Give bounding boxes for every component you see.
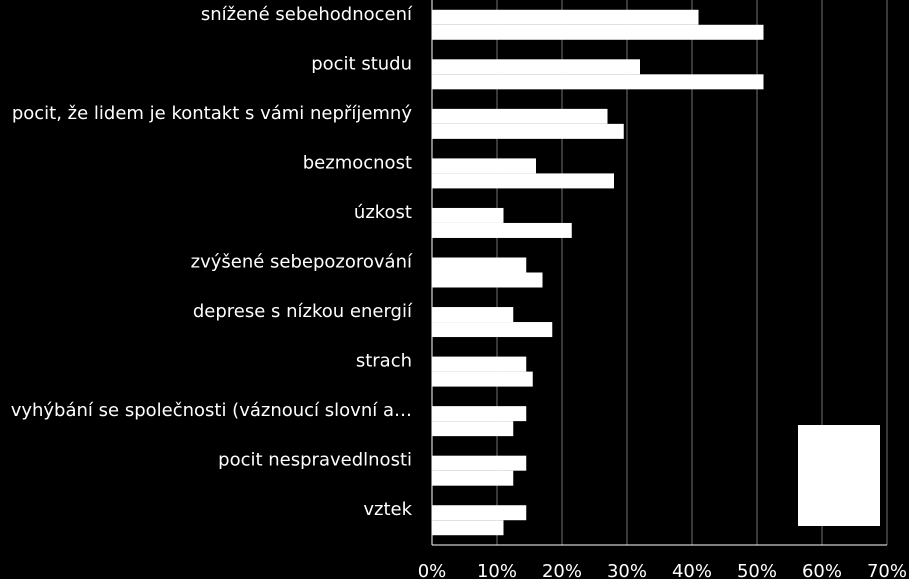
legend-box <box>798 425 880 526</box>
x-tick-labels: 0% 10% 20% 30% 40% 50% 60% 70% <box>418 561 907 579</box>
bar-series-2 <box>432 173 614 189</box>
bars <box>432 9 764 536</box>
bar-series-1 <box>432 406 527 422</box>
bar-series-1 <box>432 356 527 372</box>
bar-series-2 <box>432 24 764 40</box>
category-label: pocit nespravedlnosti <box>218 450 412 471</box>
bar-series-2 <box>432 272 543 288</box>
bar-series-1 <box>432 59 640 75</box>
bar-series-1 <box>432 207 504 223</box>
bar-series-2 <box>432 322 553 338</box>
bar-series-2 <box>432 520 504 536</box>
bar-series-2 <box>432 421 514 437</box>
category-label: pocit, že lidem je kontakt s vámi nepříj… <box>12 103 412 124</box>
category-label: deprese s nízkou energií <box>193 301 413 322</box>
bar-series-2 <box>432 470 514 486</box>
x-tick-label: 50% <box>737 561 777 579</box>
category-label: bezmocnost <box>303 152 412 173</box>
bar-series-1 <box>432 505 527 521</box>
x-tick-label: 20% <box>542 561 582 579</box>
x-tick-label: 40% <box>672 561 712 579</box>
bar-series-2 <box>432 123 624 139</box>
bar-series-2 <box>432 74 764 90</box>
category-labels: snížené sebehodnocení pocit studu pocit, ž… <box>11 4 413 520</box>
grid-lines <box>496 0 888 545</box>
x-tick-label: 10% <box>477 561 517 579</box>
bar-series-1 <box>432 307 514 323</box>
category-label: úzkost <box>354 202 412 223</box>
category-label: vztek <box>363 499 412 520</box>
bar-series-1 <box>432 108 608 124</box>
x-tick-label: 60% <box>802 561 842 579</box>
category-label: pocit studu <box>311 53 412 74</box>
category-label: vyhýbání se společnosti (váznoucí slovní… <box>11 400 412 421</box>
bar-series-2 <box>432 222 572 238</box>
bar-series-1 <box>432 257 527 273</box>
category-label: zvýšené sebepozorování <box>191 252 413 273</box>
x-tick-label: 70% <box>867 561 907 579</box>
category-label: snížené sebehodnocení <box>201 4 413 25</box>
x-tick-label: 30% <box>607 561 647 579</box>
bar-series-1 <box>432 455 527 471</box>
bar-series-1 <box>432 158 536 174</box>
axes <box>431 0 887 546</box>
category-label: strach <box>356 351 412 372</box>
bar-series-1 <box>432 9 699 25</box>
bar-series-2 <box>432 371 533 387</box>
x-tick-label: 0% <box>418 561 447 579</box>
